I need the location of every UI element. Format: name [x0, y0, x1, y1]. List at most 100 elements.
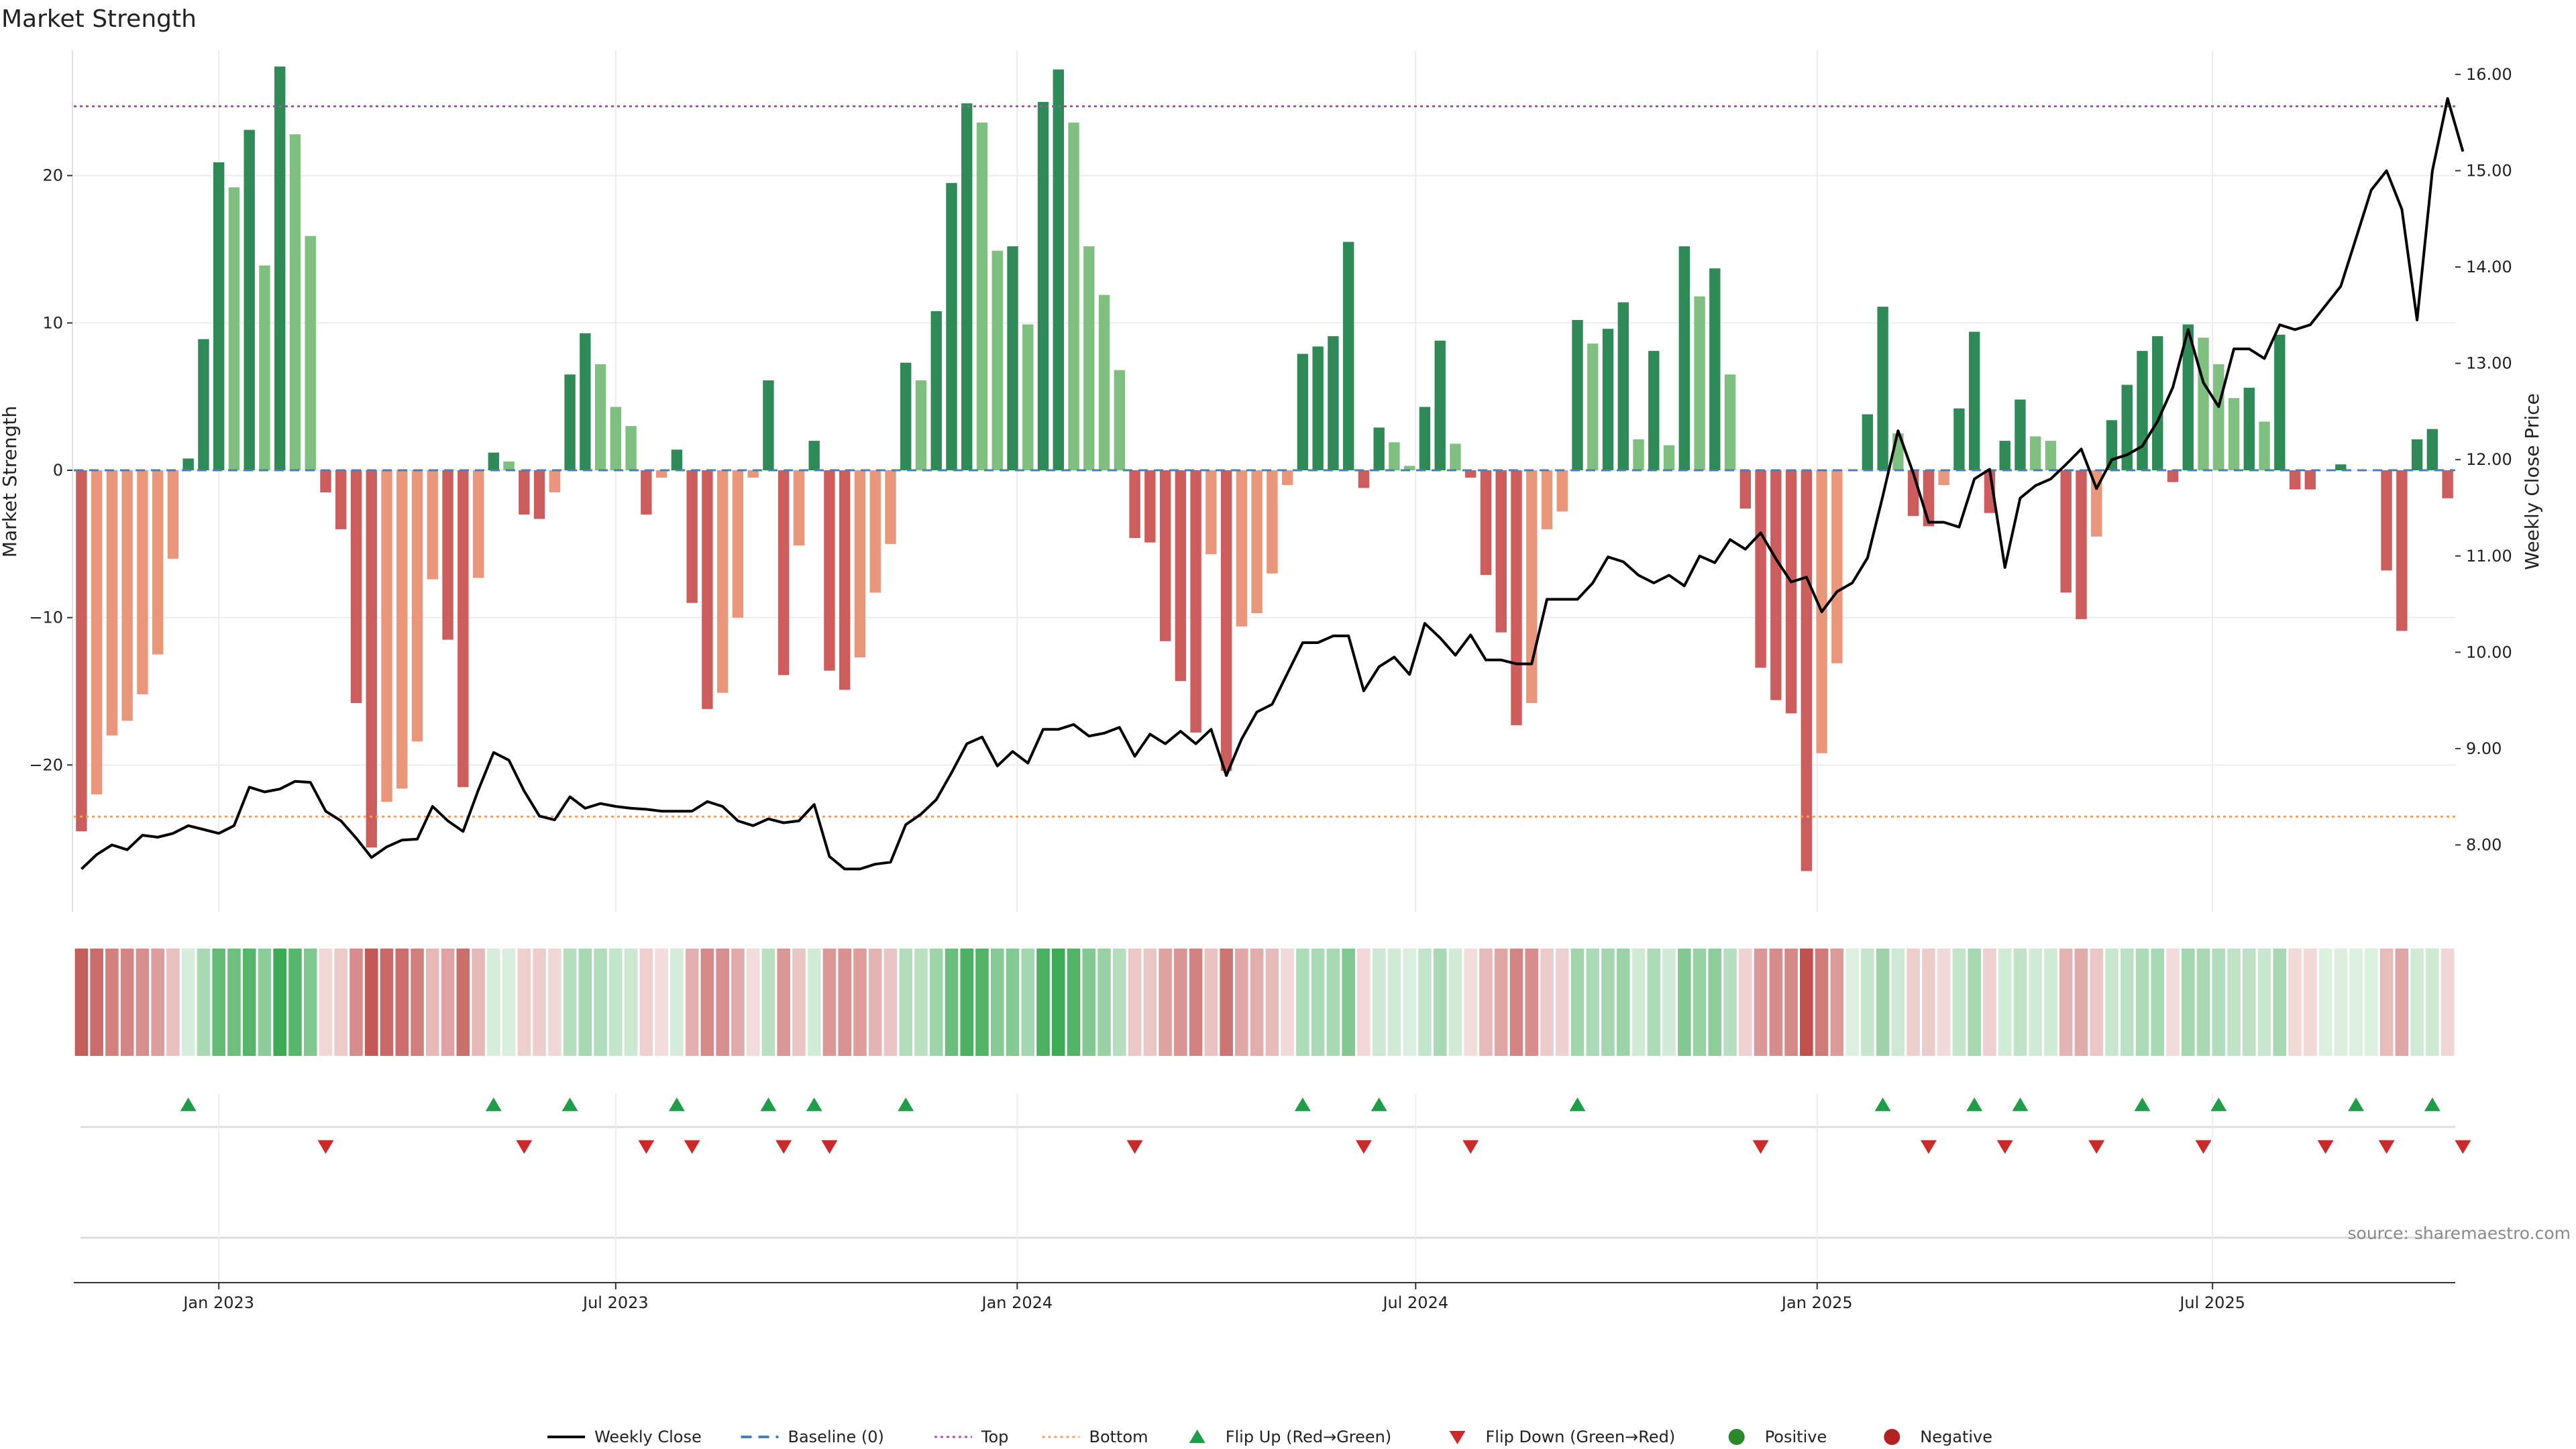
strength-bar: [1602, 329, 1614, 471]
heat-cell: [2395, 949, 2409, 1056]
strength-bar: [472, 470, 484, 578]
heat-cell: [624, 949, 638, 1056]
heat-cell: [136, 949, 150, 1056]
strength-bar: [1236, 470, 1248, 627]
heat-cell: [2181, 949, 2195, 1056]
strength-bar: [1633, 439, 1644, 471]
flip-down-marker: [2378, 1140, 2395, 1154]
strength-bar: [91, 470, 103, 795]
heat-cell: [2365, 949, 2378, 1056]
heat-cell: [1525, 949, 1539, 1056]
strength-bar: [1267, 470, 1278, 574]
heat-cell: [1754, 949, 1768, 1056]
strength-bar: [1648, 351, 1660, 471]
heat-cell: [1311, 949, 1325, 1056]
heat-cell: [563, 949, 577, 1056]
heat-cell: [472, 949, 485, 1056]
strength-bar: [2091, 470, 2102, 537]
strength-bar: [1694, 296, 1705, 471]
heat-cell: [1983, 949, 1996, 1056]
strength-bar: [167, 470, 179, 559]
strength-bar: [594, 364, 606, 471]
heat-cell: [578, 949, 592, 1056]
heat-cell: [1845, 949, 1859, 1056]
strength-bar: [2243, 388, 2255, 471]
strength-bar: [1678, 246, 1690, 471]
strength-bar: [824, 470, 835, 671]
strength-bar: [1297, 354, 1309, 471]
strength-bar: [1877, 307, 1888, 471]
legend-label: Flip Up (Red→Green): [1226, 1428, 1392, 1446]
heat-cell: [1678, 949, 1691, 1056]
heat-cell: [334, 949, 348, 1056]
heat-cell: [364, 949, 378, 1056]
heat-cell: [1631, 949, 1646, 1056]
heat-cell: [74, 949, 89, 1056]
heat-cell: [853, 949, 867, 1056]
right-tick-label: 16.00: [2466, 65, 2512, 84]
heat-cell: [1570, 949, 1585, 1056]
flip-up-marker: [1371, 1097, 1387, 1112]
heat-cell: [1815, 949, 1829, 1056]
strength-bar: [1358, 470, 1370, 488]
strength-bar: [763, 380, 774, 471]
heat-cell: [2196, 949, 2210, 1056]
strength-bar: [1953, 408, 1965, 471]
heat-cell: [2212, 949, 2226, 1056]
strength-bar: [946, 182, 957, 471]
strength-bar: [2076, 470, 2087, 619]
flip-up-marker: [561, 1097, 578, 1112]
flip-up-marker: [485, 1097, 502, 1112]
heat-cell: [1281, 949, 1294, 1056]
strength-bar: [641, 470, 652, 515]
strength-bar: [1617, 302, 1629, 471]
heat-cell: [960, 949, 974, 1056]
legend-symbol-triangle-up: [1189, 1430, 1205, 1443]
strength-bar: [976, 122, 988, 471]
heat-cell: [1723, 949, 1737, 1056]
strength-bar: [1053, 69, 1064, 471]
heat-cell: [380, 949, 394, 1056]
strength-bar: [1739, 470, 1752, 509]
heat-cell: [1052, 949, 1065, 1056]
strength-bar: [213, 162, 225, 471]
heat-cell: [761, 949, 775, 1056]
strength-bar: [1205, 470, 1217, 555]
strength-bar: [1389, 442, 1400, 471]
strength-bar: [1007, 246, 1018, 471]
heat-cell: [2166, 949, 2180, 1056]
strength-bar: [702, 470, 713, 709]
strength-bar: [1342, 241, 1354, 471]
heat-cell: [2090, 949, 2104, 1056]
right-tick-label: 11.00: [2466, 547, 2512, 566]
heat-cell: [1769, 949, 1783, 1056]
heat-cell: [548, 949, 561, 1056]
strength-bar: [1083, 246, 1095, 471]
heat-cell: [1097, 949, 1111, 1056]
heat-cell: [1800, 949, 1813, 1056]
strength-bar: [2426, 429, 2438, 471]
heat-cell: [2257, 949, 2271, 1056]
heat-cell: [945, 949, 959, 1056]
legend-label: Positive: [1765, 1428, 1827, 1446]
x-tick-label: Jan 2024: [980, 1293, 1053, 1312]
left-tick-label: 20: [42, 166, 63, 185]
heat-cell: [2044, 949, 2057, 1056]
reference-lines: [74, 105, 2455, 818]
heat-cell: [1601, 949, 1615, 1056]
strength-bar: [1862, 414, 1874, 471]
heat-cell: [2074, 949, 2088, 1056]
heat-cell: [151, 949, 164, 1056]
heat-cell: [120, 949, 134, 1056]
heat-cell: [2013, 949, 2027, 1056]
heat-cell: [319, 949, 333, 1056]
strength-bar: [671, 449, 683, 471]
right-tick-label: 13.00: [2466, 354, 2512, 373]
strength-bar: [777, 470, 790, 676]
heat-cell: [1830, 949, 1844, 1056]
heat-cell: [670, 949, 684, 1056]
heat-cell: [1372, 949, 1386, 1056]
flip-markers-panel: [80, 1093, 2471, 1283]
legend-label: Bottom: [1089, 1428, 1148, 1446]
heat-cell: [1555, 949, 1569, 1056]
